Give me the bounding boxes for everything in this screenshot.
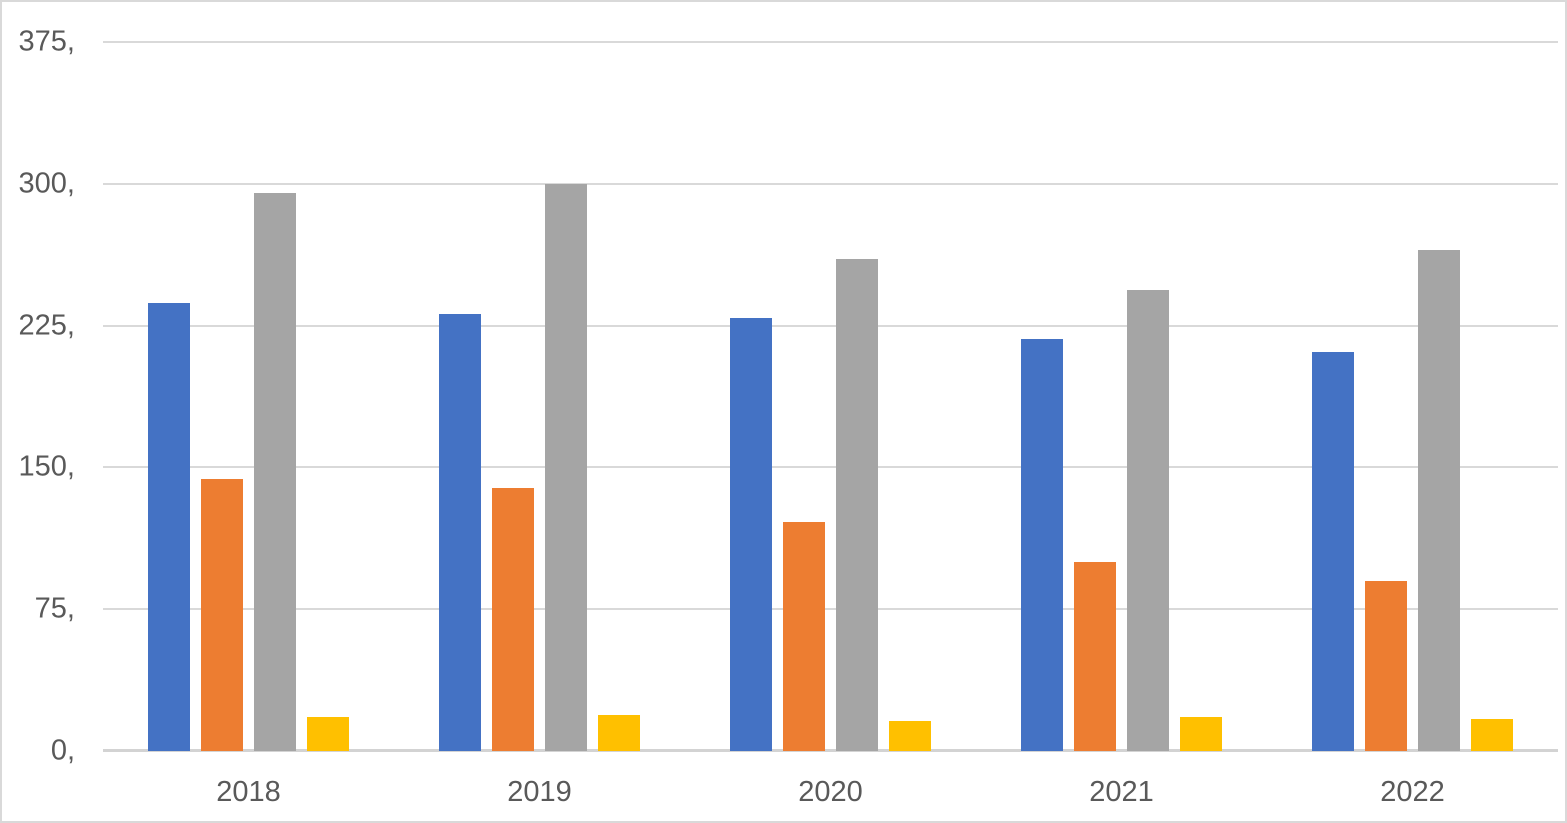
- y-tick-label: 0,: [50, 734, 75, 767]
- bar-yellow-series-2022: [1471, 718, 1513, 751]
- gridline: [103, 324, 1558, 327]
- gridline: [103, 608, 1558, 611]
- bar-yellow-series-2018: [307, 716, 349, 751]
- bar-blue-series-2021: [1021, 338, 1063, 751]
- bar-blue-series-2018: [148, 302, 190, 751]
- bar-group-2020: [685, 42, 976, 751]
- bar-group-2022: [1267, 42, 1558, 751]
- gridline: [103, 41, 1558, 43]
- x-tick-label-2018: 2018: [216, 776, 281, 808]
- bar-yellow-series-2020: [889, 720, 931, 751]
- y-tick-label: 75,: [34, 592, 75, 625]
- x-tick-label-2020: 2020: [798, 776, 863, 808]
- x-axis: 2018 2019 2020 2021 2022: [103, 778, 1558, 818]
- bar-orange-series-2021: [1074, 561, 1116, 751]
- bar-gray-series-2020: [836, 259, 878, 751]
- bar-group-2019: [394, 42, 685, 751]
- bar-yellow-series-2021: [1180, 716, 1222, 751]
- x-axis-baseline: [103, 749, 1558, 752]
- bar-orange-series-2018: [201, 478, 243, 751]
- plot-area: [103, 41, 1558, 752]
- bar-blue-series-2020: [730, 318, 772, 751]
- y-tick-label: 375,: [18, 25, 75, 58]
- bar-orange-series-2022: [1365, 580, 1407, 751]
- bar-group-2018: [103, 42, 394, 751]
- x-tick-label-2021: 2021: [1089, 776, 1154, 808]
- bar-group-2021: [976, 42, 1267, 751]
- bar-gray-series-2018: [254, 193, 296, 751]
- gridline: [103, 182, 1558, 185]
- bar-blue-series-2022: [1312, 352, 1354, 751]
- bar-orange-series-2020: [783, 522, 825, 751]
- y-tick-label: 300,: [18, 167, 75, 200]
- bar-gray-series-2022: [1418, 249, 1460, 751]
- gridline: [103, 466, 1558, 469]
- y-axis: 0, 75, 150, 225, 300, 375,: [2, 27, 75, 765]
- bar-gray-series-2019: [545, 183, 587, 751]
- bar-gray-series-2021: [1127, 289, 1169, 751]
- bar-yellow-series-2019: [598, 715, 640, 751]
- y-tick-label: 150,: [18, 450, 75, 483]
- bar-blue-series-2019: [439, 314, 481, 751]
- x-tick-label-2019: 2019: [507, 776, 572, 808]
- y-tick-label: 225,: [18, 309, 75, 342]
- bar-orange-series-2019: [492, 488, 534, 751]
- x-tick-label-2022: 2022: [1380, 776, 1445, 808]
